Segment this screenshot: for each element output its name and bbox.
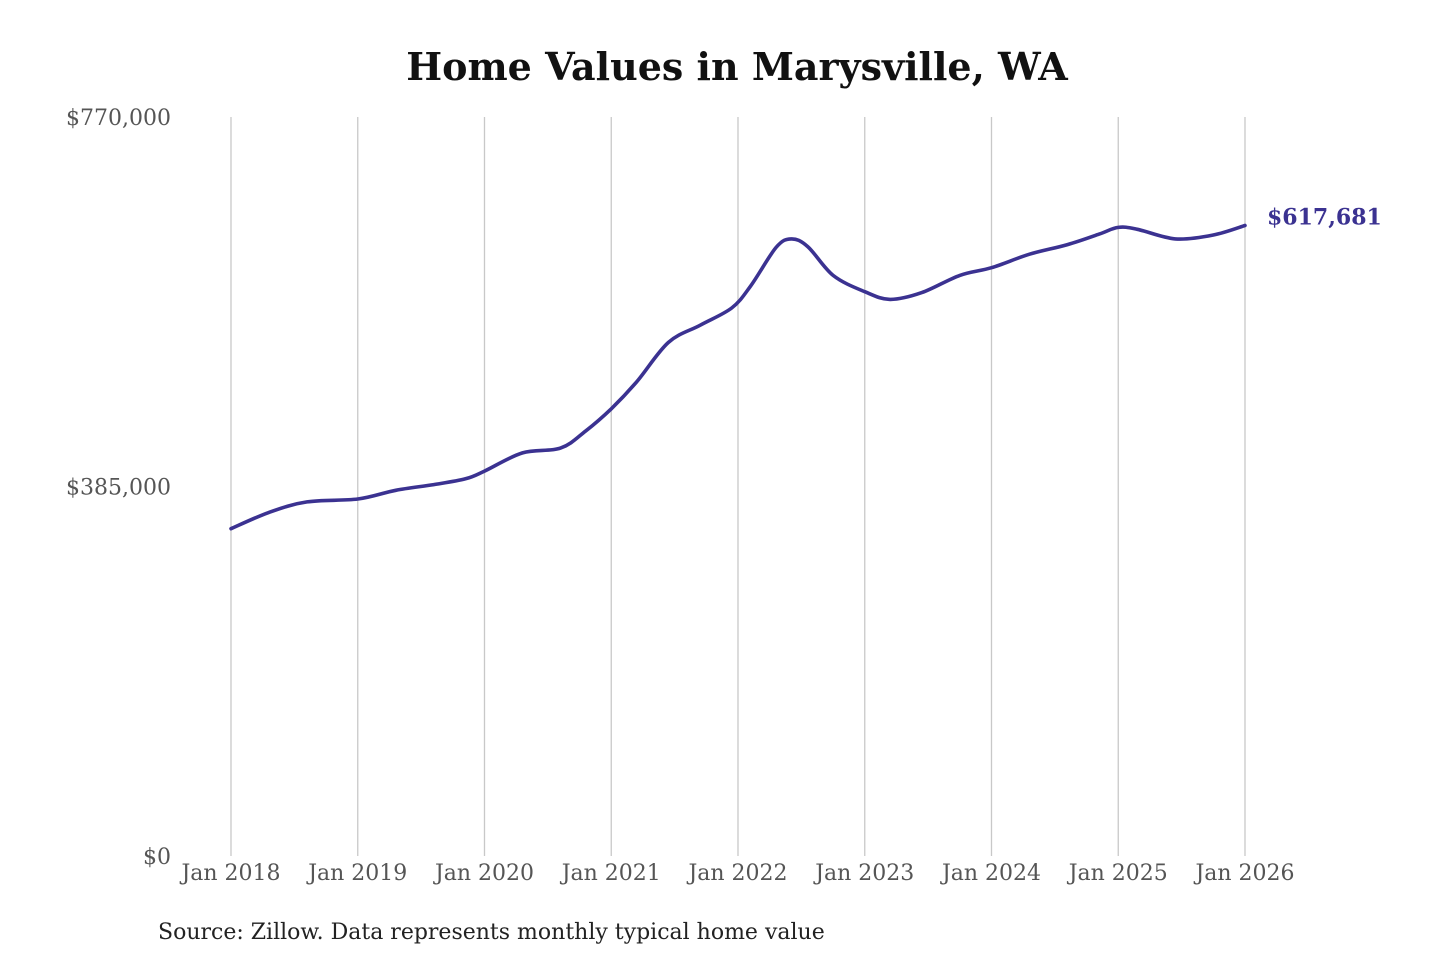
x-tick-label-8: Jan 2026 — [1193, 861, 1294, 886]
series-line-0 — [229, 223, 1247, 531]
source-note: Source: Zillow. Data represents monthly … — [158, 920, 825, 945]
x-tick-label-3: Jan 2021 — [560, 861, 661, 886]
chart-title: Home Values in Marysville, WA — [406, 44, 1068, 89]
y-tick-label-1: $385,000 — [66, 476, 171, 501]
x-tick-label-6: Jan 2024 — [940, 861, 1041, 886]
x-tick-label-7: Jan 2025 — [1067, 861, 1168, 886]
series-end-label-0: $617,681 — [1267, 204, 1382, 230]
y-axis-ticks: $770,000 $385,000 $0 — [66, 106, 171, 870]
grid-lines — [230, 117, 1246, 856]
y-tick-label-0: $770,000 — [66, 106, 171, 131]
x-tick-label-2: Jan 2020 — [433, 861, 534, 886]
x-tick-label-4: Jan 2022 — [686, 861, 787, 886]
x-tick-label-0: Jan 2018 — [179, 861, 280, 886]
y-tick-label-2: $0 — [143, 845, 171, 870]
x-axis-ticks: Jan 2018 Jan 2019 Jan 2020 Jan 2021 Jan 2022… — [179, 861, 1294, 886]
x-tick-label-1: Jan 2019 — [306, 861, 407, 886]
series-layer: $617,681 — [229, 204, 1382, 531]
x-tick-label-5: Jan 2023 — [813, 861, 914, 886]
